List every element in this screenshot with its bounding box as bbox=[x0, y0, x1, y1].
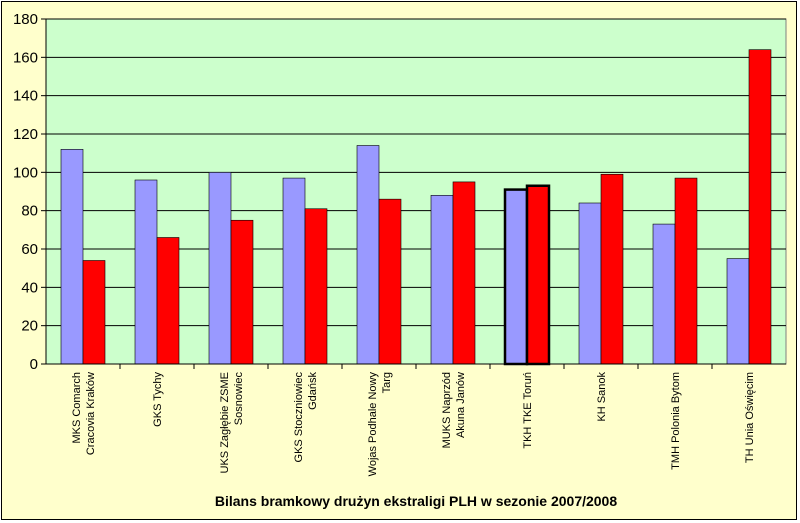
bar-series-1 bbox=[652, 223, 676, 365]
y-tick-label: 100 bbox=[13, 164, 38, 181]
chart-title: Bilans bramkowy drużyn ekstraligi PLH w … bbox=[215, 493, 617, 509]
y-tick-label: 60 bbox=[21, 241, 38, 258]
x-axis-categories: MKS Comarch Cracovia Kraków GKS Tychy UKS Z… bbox=[71, 364, 756, 476]
y-tick-label: 80 bbox=[21, 203, 38, 220]
y-tick-label: 20 bbox=[21, 318, 38, 335]
bar-series-2 bbox=[304, 208, 328, 365]
category-label-line: Sosnowiec bbox=[233, 372, 245, 426]
category-label-line: Cracovia Kraków bbox=[85, 372, 97, 455]
bar-series-2 bbox=[525, 184, 551, 366]
bar-series-2 bbox=[452, 181, 476, 365]
category-label-line: TKH TKE Toruń bbox=[522, 372, 534, 449]
category-label-line: Akuna Janów bbox=[455, 372, 467, 438]
bar-series-2 bbox=[230, 219, 254, 365]
category-label: MKS Comarch Cracovia Kraków bbox=[71, 372, 97, 455]
bar-series-1 bbox=[578, 202, 602, 365]
bar-series-1 bbox=[356, 145, 380, 365]
bar-series-1 bbox=[134, 179, 158, 365]
category-label: UKS Zagłębie ZSME Sosnowiec bbox=[219, 372, 245, 474]
bar-series-1 bbox=[60, 149, 84, 365]
bar-series-1 bbox=[282, 177, 306, 365]
bar-series-2 bbox=[156, 237, 180, 365]
y-tick-label: 40 bbox=[21, 279, 38, 296]
category-label: GKS Tychy bbox=[152, 372, 164, 427]
category-label: TKH TKE Toruń bbox=[522, 372, 534, 449]
category-label: MUKS Naprzód Akuna Janów bbox=[441, 372, 467, 448]
category-label: GKS Stoczniowiec Gdańsk bbox=[293, 372, 319, 463]
category-label-line: Wojas Podhale Nowy bbox=[367, 372, 379, 477]
bar-series-2 bbox=[748, 49, 772, 365]
category-label-line: MKS Comarch bbox=[71, 372, 83, 444]
bar-series-2 bbox=[674, 177, 698, 365]
y-axis-ticks: 0 20 40 60 80 100 120 140 160 180 bbox=[13, 11, 47, 373]
category-label-line: UKS Zagłębie ZSME bbox=[219, 372, 231, 473]
y-tick-label: 160 bbox=[13, 49, 38, 66]
bar-series-1 bbox=[726, 258, 750, 365]
bar-series-1 bbox=[430, 195, 454, 365]
category-label-line: Targ bbox=[381, 372, 393, 393]
y-tick-label: 120 bbox=[13, 126, 38, 143]
category-label-line: GKS Stoczniowiec bbox=[293, 372, 305, 463]
category-label-line: Gdańsk bbox=[307, 372, 319, 410]
bar-series-2 bbox=[378, 198, 402, 365]
category-label-line: GKS Tychy bbox=[152, 372, 164, 427]
category-label-line: KH Sanok bbox=[596, 372, 608, 422]
category-label-line: TMH Polonia Bytom bbox=[670, 372, 682, 470]
bar-series-1 bbox=[208, 172, 232, 365]
category-label: TMH Polonia Bytom bbox=[670, 372, 682, 470]
bar-series-2 bbox=[600, 173, 624, 365]
category-label-line: MUKS Naprzód bbox=[441, 372, 453, 448]
category-label: TH Unia Oświęcim bbox=[744, 372, 756, 463]
category-label: KH Sanok bbox=[596, 372, 608, 422]
y-tick-label: 0 bbox=[30, 356, 38, 373]
category-label-line: TH Unia Oświęcim bbox=[744, 372, 756, 463]
y-tick-label: 180 bbox=[13, 11, 38, 28]
bars bbox=[60, 49, 772, 366]
bar-series-1 bbox=[503, 188, 529, 366]
bar-series-2 bbox=[82, 260, 106, 365]
y-tick-label: 140 bbox=[13, 88, 38, 105]
category-label: Wojas Podhale Nowy Targ bbox=[367, 372, 393, 477]
